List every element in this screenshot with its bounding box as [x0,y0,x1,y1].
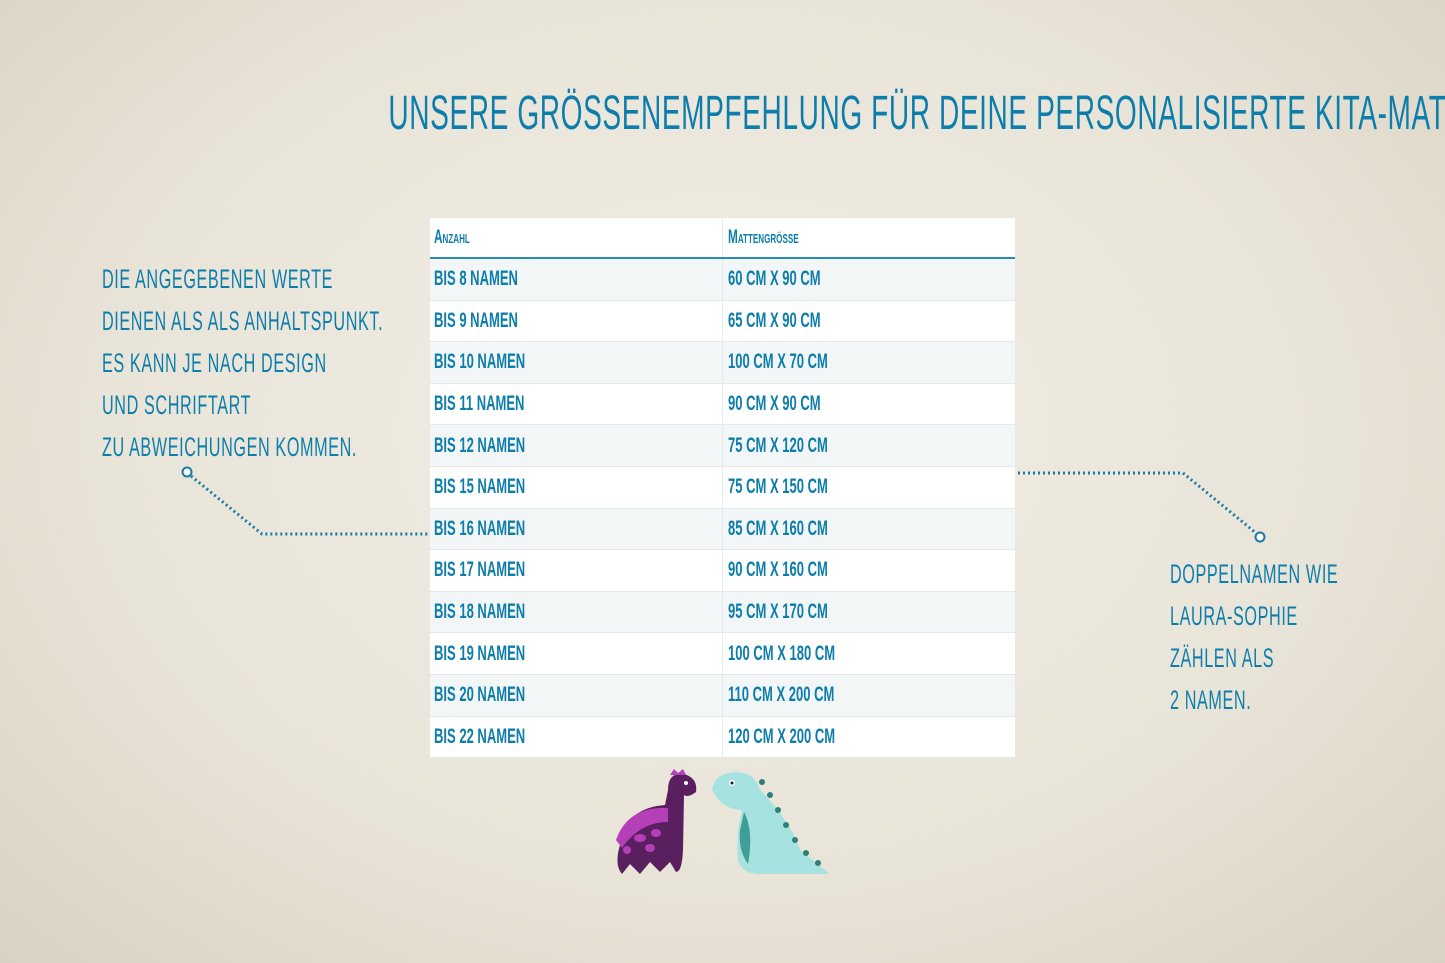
cell-anzahl: bis 17 Namen [434,558,526,582]
table-header: Anzahl Mattengröße [430,218,1015,259]
table-row: bis 17 Namen 90 cm x 160 cm [430,550,1015,592]
cell-anzahl: bis 16 Namen [434,516,526,540]
left-note: Die angegebenen Werte dienen als als Anh… [102,264,384,462]
table-row: bis 18 Namen 95 cm x 170 cm [430,591,1015,634]
header-anzahl: Anzahl [434,226,470,248]
cell-mattengroesse: 100 cm x 180 cm [728,641,836,665]
cell-anzahl: bis 19 Namen [434,641,526,665]
table-row: bis 22 Namen 120 cm x 200 cm [430,716,1015,759]
left-connector-dot [181,466,193,478]
table-row: bis 10 Namen 100 cm x 70 cm [430,342,1015,384]
cell-anzahl: bis 22 Namen [434,724,526,748]
cell-anzahl: bis 15 Namen [434,475,526,499]
table-row: bis 12 Namen 75 cm x 120 cm [430,425,1015,467]
cell-mattengroesse: 75 cm x 120 cm [728,433,828,457]
table-row: bis 20 Namen 110 cm x 200 cm [430,674,1015,717]
right-connector-dot [1254,531,1266,543]
cell-anzahl: bis 10 Namen [434,350,526,374]
cell-anzahl: bis 18 Namen [434,600,526,624]
cell-anzahl: bis 8 Namen [434,267,518,291]
cell-anzahl: bis 11 Namen [434,392,525,416]
size-table: Anzahl Mattengröße bis 8 Namen 60 cm x 90… [430,218,1015,759]
right-note: Doppelnamen wie Laura-Sophie zählen als … [1170,559,1339,715]
table-row: bis 11 Namen 90 cm x 90 cm [430,383,1015,426]
left-dotted-connector [190,474,430,536]
cell-mattengroesse: 90 cm x 160 cm [728,558,828,582]
purple-dinosaur-icon [616,769,697,874]
table-row: bis 19 Namen 100 cm x 180 cm [430,633,1015,675]
cell-mattengroesse: 110 cm x 200 cm [728,683,835,707]
table-row: bis 15 Namen 75 cm x 150 cm [430,466,1015,509]
cell-anzahl: bis 12 Namen [434,433,526,457]
cell-anzahl: bis 20 Namen [434,683,526,707]
right-dotted-connector [1018,471,1257,535]
cell-mattengroesse: 100 cm x 70 cm [728,350,828,374]
cell-mattengroesse: 75 cm x 150 cm [728,475,828,499]
table-row: bis 8 Namen 60 cm x 90 cm [430,259,1015,301]
cell-mattengroesse: 85 cm x 160 cm [728,516,828,540]
cell-mattengroesse: 90 cm x 90 cm [728,392,821,416]
page-title: Unsere Größenempfehlung für deine person… [388,87,1445,140]
teal-dinosaur-icon [712,772,830,874]
header-mattengroesse: Mattengröße [728,226,799,248]
cell-mattengroesse: 60 cm x 90 cm [728,267,821,291]
cell-mattengroesse: 95 cm x 170 cm [728,600,828,624]
cell-mattengroesse: 65 cm x 90 cm [728,308,821,332]
table-row: bis 9 Namen 65 cm x 90 cm [430,300,1015,343]
cell-mattengroesse: 120 cm x 200 cm [728,724,836,748]
cell-anzahl: bis 9 Namen [434,308,518,332]
table-row: bis 16 Namen 85 cm x 160 cm [430,508,1015,551]
